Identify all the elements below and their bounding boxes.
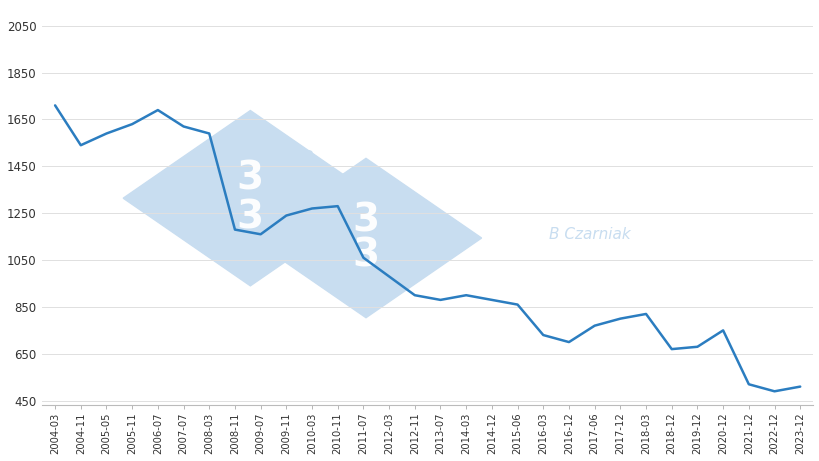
Text: B Czarniak: B Czarniak bbox=[548, 226, 630, 242]
Text: 3: 3 bbox=[352, 201, 379, 240]
Text: 3: 3 bbox=[301, 149, 314, 167]
Text: 3: 3 bbox=[237, 199, 264, 236]
Polygon shape bbox=[123, 111, 377, 286]
Text: 3: 3 bbox=[352, 236, 379, 275]
Text: 3: 3 bbox=[237, 160, 264, 198]
Polygon shape bbox=[250, 158, 481, 318]
